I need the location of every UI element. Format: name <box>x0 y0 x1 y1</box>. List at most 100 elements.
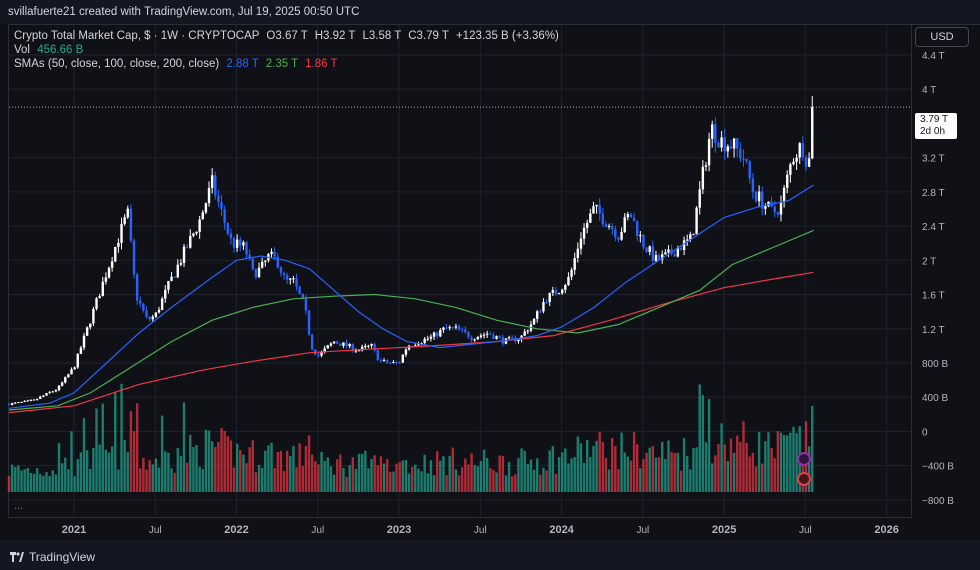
candle-body <box>357 350 361 352</box>
volume-bar <box>114 392 117 492</box>
candle-body <box>304 298 308 311</box>
volume-bar <box>636 444 639 492</box>
candle-body <box>98 296 101 299</box>
volume-bar <box>198 466 201 492</box>
candle-body <box>589 213 592 223</box>
candle-body <box>626 213 630 218</box>
volume-bar <box>451 447 455 492</box>
volume-bar <box>101 403 104 492</box>
candle-body <box>704 165 708 167</box>
volume-bar <box>35 468 39 492</box>
y-tick-label: −800 B <box>922 496 954 507</box>
candle-body <box>423 338 426 344</box>
volume-bar <box>501 455 505 492</box>
candle-body <box>526 330 530 332</box>
y-tick-label: 0 <box>922 427 928 438</box>
volume-bar <box>732 452 736 492</box>
volume-bar <box>310 454 314 492</box>
volume-bar <box>510 476 514 492</box>
volume-bar <box>739 441 742 492</box>
sma100-line <box>8 229 814 411</box>
volume-bar <box>170 468 173 492</box>
legend-volume-row: Vol 456.66 B <box>14 44 83 56</box>
chart-pane[interactable] <box>8 24 912 518</box>
attribution-bar: svillafuerte21 created with TradingView.… <box>0 0 980 24</box>
volume-bar <box>14 466 17 492</box>
candle-body <box>382 360 386 362</box>
candle-body <box>348 343 351 347</box>
candle-body <box>279 267 283 273</box>
legend-sma-row: SMAs (50, close, 100, close, 200, close)… <box>14 58 338 70</box>
volume-bar <box>382 463 386 492</box>
volume-bar <box>604 458 608 492</box>
earnings-event-icon[interactable] <box>797 472 811 486</box>
candle-body <box>164 289 167 299</box>
volume-bar <box>7 476 11 492</box>
volume-bar <box>582 462 586 492</box>
volume-bar <box>176 447 179 492</box>
volume-bar <box>17 465 20 492</box>
candle-body <box>748 161 751 179</box>
candle-body <box>673 253 676 257</box>
candle-body <box>561 289 564 294</box>
volume-bar <box>779 432 783 492</box>
candle-body <box>204 203 208 213</box>
volume-bar <box>692 448 695 492</box>
volume-bar <box>661 441 664 492</box>
volume-bar <box>210 441 214 492</box>
candle-body <box>435 332 439 337</box>
price-axis[interactable] <box>912 24 980 518</box>
volume-bar <box>232 467 236 492</box>
candle-body <box>432 332 436 337</box>
candle-body <box>301 293 304 299</box>
volume-bar <box>104 449 108 492</box>
legend-vol-value: 456.66 B <box>37 44 84 56</box>
candle-body <box>82 335 86 348</box>
legend-sma200-value: 1.86 T <box>305 58 338 70</box>
volume-bar <box>251 440 254 492</box>
candle-body <box>707 138 711 166</box>
candle-body <box>129 208 133 241</box>
x-tick-label: 2021 <box>62 524 86 536</box>
volume-bar <box>29 473 33 492</box>
volume-bar <box>532 469 536 492</box>
candle-body <box>57 385 61 391</box>
candle-body <box>310 334 314 350</box>
volume-bar <box>470 453 473 492</box>
candle-body <box>576 248 580 258</box>
candle-body <box>54 390 58 392</box>
candle-body <box>595 204 598 207</box>
candle-body <box>326 345 329 349</box>
volume-bar <box>179 455 183 492</box>
x-tick-label: 2025 <box>712 524 736 536</box>
more-options-icon[interactable]: ... <box>14 500 24 512</box>
candle-body <box>679 248 683 250</box>
volume-bar <box>776 431 780 492</box>
candle-body <box>320 351 323 356</box>
volume-bar <box>242 454 245 492</box>
volume-bar <box>145 469 148 492</box>
candle-body <box>73 367 76 370</box>
volume-bar <box>682 438 686 492</box>
dividend-event-icon[interactable] <box>797 452 811 466</box>
tradingview-logo[interactable]: TradingView <box>10 550 95 564</box>
volume-bar <box>439 460 442 492</box>
candle-body <box>751 178 755 192</box>
volume-bar <box>795 433 798 492</box>
volume-bar <box>135 403 139 492</box>
volume-bar <box>792 426 795 492</box>
attribution-text: svillafuerte21 created with TradingView.… <box>8 6 360 18</box>
candle-body <box>451 327 455 329</box>
volume-bar <box>435 451 439 492</box>
volume-bar <box>73 476 76 492</box>
volume-bar <box>807 446 811 492</box>
candle-body <box>264 260 267 262</box>
last-price-value: 3.79 T <box>920 114 949 125</box>
volume-bar <box>123 439 126 492</box>
currency-button[interactable]: USD <box>915 27 969 47</box>
candle-body <box>95 298 98 309</box>
y-tick-label: 2.4 T <box>922 222 945 233</box>
volume-bar <box>526 464 530 492</box>
candle-body <box>692 234 695 236</box>
